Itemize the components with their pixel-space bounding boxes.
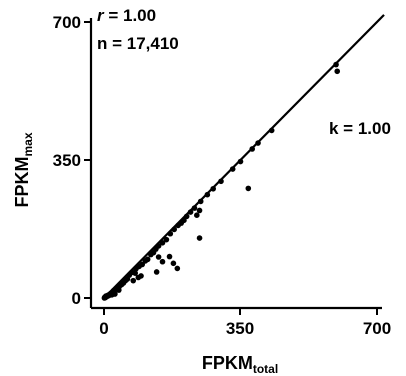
- data-point-23: [159, 240, 166, 246]
- data-point-38: [135, 274, 142, 281]
- data-point-5: [245, 185, 252, 192]
- r-value: = 1.00: [104, 6, 156, 25]
- data-point-2: [268, 127, 275, 134]
- data-point-39: [130, 277, 137, 284]
- y-tick-label-350: 350: [53, 151, 81, 170]
- n-annotation: n = 17,410: [97, 34, 179, 53]
- x-axis-title-sub: total: [253, 362, 278, 376]
- data-point-10: [204, 191, 211, 198]
- fit-line: [103, 14, 385, 299]
- data-point-22: [163, 236, 170, 243]
- y-tick-label-0: 0: [72, 289, 81, 308]
- data-point-36: [155, 254, 162, 260]
- y-axis-title-sub: max: [21, 132, 35, 156]
- y-axis-title-main: FPKM: [12, 157, 32, 208]
- data-point-16: [183, 213, 190, 220]
- data-point-11: [197, 198, 204, 205]
- r-annotation: r = 1.00: [97, 6, 156, 25]
- data-point-31: [174, 265, 181, 272]
- data-point-30: [196, 235, 203, 241]
- data-point-35: [153, 269, 160, 275]
- data-points: [101, 61, 341, 301]
- data-point-13: [194, 212, 200, 218]
- data-point-27: [148, 251, 154, 258]
- data-point-21: [167, 230, 174, 237]
- data-point-7: [229, 166, 236, 172]
- data-point-20: [171, 226, 177, 233]
- x-axis-title: FPKMtotal: [202, 353, 278, 376]
- data-point-6: [237, 158, 244, 165]
- data-point-9: [210, 185, 216, 192]
- data-point-3: [255, 140, 261, 146]
- y-tick-label-700: 700: [53, 13, 81, 32]
- data-point-32: [170, 260, 177, 267]
- x-tick-label-0: 0: [99, 319, 108, 338]
- k-annotation: k = 1.00: [329, 119, 391, 138]
- data-point-12: [196, 207, 203, 214]
- data-point-43: [133, 266, 139, 272]
- data-point-15: [187, 209, 194, 215]
- data-point-33: [166, 253, 173, 260]
- x-tick-label-700: 700: [363, 319, 391, 338]
- data-point-68: [101, 295, 108, 301]
- data-point-14: [191, 205, 198, 211]
- x-axis-title-main: FPKM: [202, 353, 253, 373]
- data-point-1: [334, 68, 341, 75]
- data-point-0: [333, 61, 339, 68]
- data-point-19: [175, 222, 181, 229]
- x-tick-label-350: 350: [226, 319, 254, 338]
- r-symbol: r: [97, 6, 105, 25]
- data-point-34: [159, 258, 166, 265]
- data-point-8: [218, 178, 224, 185]
- data-point-4: [249, 146, 255, 152]
- y-axis-title: FPKMmax: [12, 132, 35, 207]
